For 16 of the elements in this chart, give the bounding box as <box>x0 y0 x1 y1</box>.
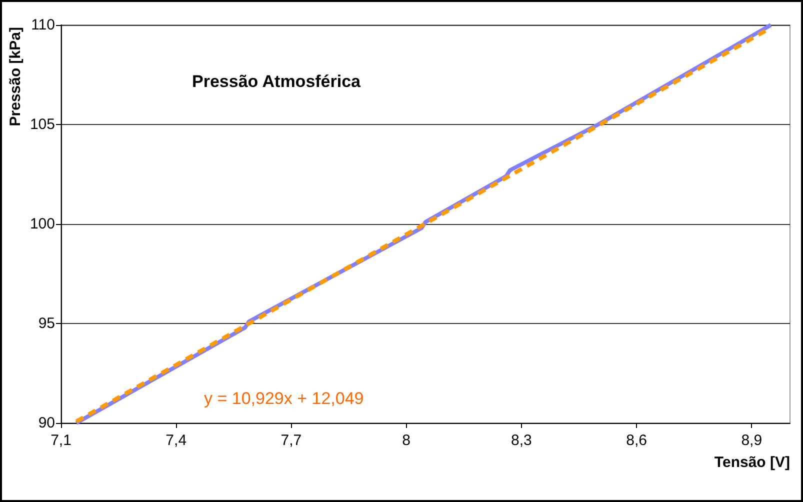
y-axis-title: Pressão [kPa] <box>7 27 24 126</box>
y-tick-label: 100 <box>30 216 55 232</box>
x-tick-label: 8,6 <box>626 432 647 449</box>
y-tick-label: 105 <box>30 116 55 133</box>
text: Pressão Atmosférica <box>192 72 362 91</box>
x-axis-title: Tensão [V] <box>714 454 790 471</box>
x-tick-label: 7,4 <box>166 432 187 449</box>
x-tick-label: 8,9 <box>741 432 762 449</box>
x-tick-label: 8,3 <box>510 432 532 449</box>
y-tick-label: 110 <box>31 16 55 34</box>
y-tick-label: 90 <box>38 414 55 432</box>
x-tick-label: 7,1 <box>50 432 72 449</box>
x-tick-label: 7,7 <box>280 432 302 449</box>
x-tick-label: 8 <box>402 432 410 449</box>
annotation: y = 10,929x + 12,049 <box>204 389 364 408</box>
y-tick-label: 95 <box>38 315 55 332</box>
